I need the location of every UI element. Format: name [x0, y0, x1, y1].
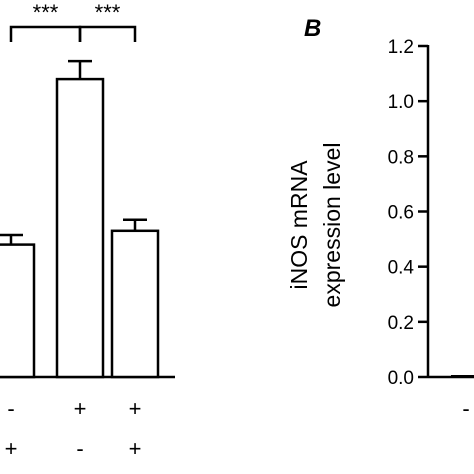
panel-a-row1-label-2: +	[74, 396, 87, 421]
panel-a-chart: - + + - + + *** ***	[0, 0, 175, 461]
panel-a-row2-label-3: +	[129, 436, 142, 461]
panel-b-y-tick-label-1: 0.0	[388, 368, 414, 389]
panel-a-significance-label-2: ***	[95, 0, 121, 25]
panel-b-y-tick-label-3: 0.4	[388, 258, 415, 279]
panel-a-bar-3	[110, 229, 160, 379]
panel-a-significance-bracket-2	[78, 25, 137, 42]
panel-b-y-tick-label-6: 1.0	[388, 92, 414, 113]
panel-a-significance-bracket-1	[9, 25, 82, 42]
panel-b-y-tick-label-2: 0.2	[388, 313, 414, 334]
panel-b-row1-label-1: -	[462, 396, 469, 421]
panel-a-bar-2	[55, 77, 105, 379]
panel-a-row1-label-1: -	[7, 396, 14, 421]
panel-b-chart: B iNOS mRNA expression level 0.0 0.2 0.4 0.…	[286, 15, 474, 421]
panel-b-ylabel-line2: expression level	[319, 143, 345, 308]
panel-b-y-tick-label-5: 0.8	[388, 147, 414, 168]
panel-b-y-tick-label-4: 0.6	[388, 203, 414, 224]
panel-a-row2-label-1: +	[5, 436, 18, 461]
panel-a-row1-label-3: +	[129, 396, 142, 421]
panel-a-significance-label-1: ***	[33, 0, 59, 25]
panel-b-ylabel-line1: iNOS mRNA	[286, 160, 312, 290]
panel-a-row2-label-2: -	[76, 436, 83, 461]
panel-a-bar-1	[0, 243, 36, 379]
panel-b-y-tick-label-7: 1.2	[388, 37, 414, 58]
panel-b-bar-1	[451, 375, 474, 378]
panel-b-letter: B	[304, 15, 321, 42]
